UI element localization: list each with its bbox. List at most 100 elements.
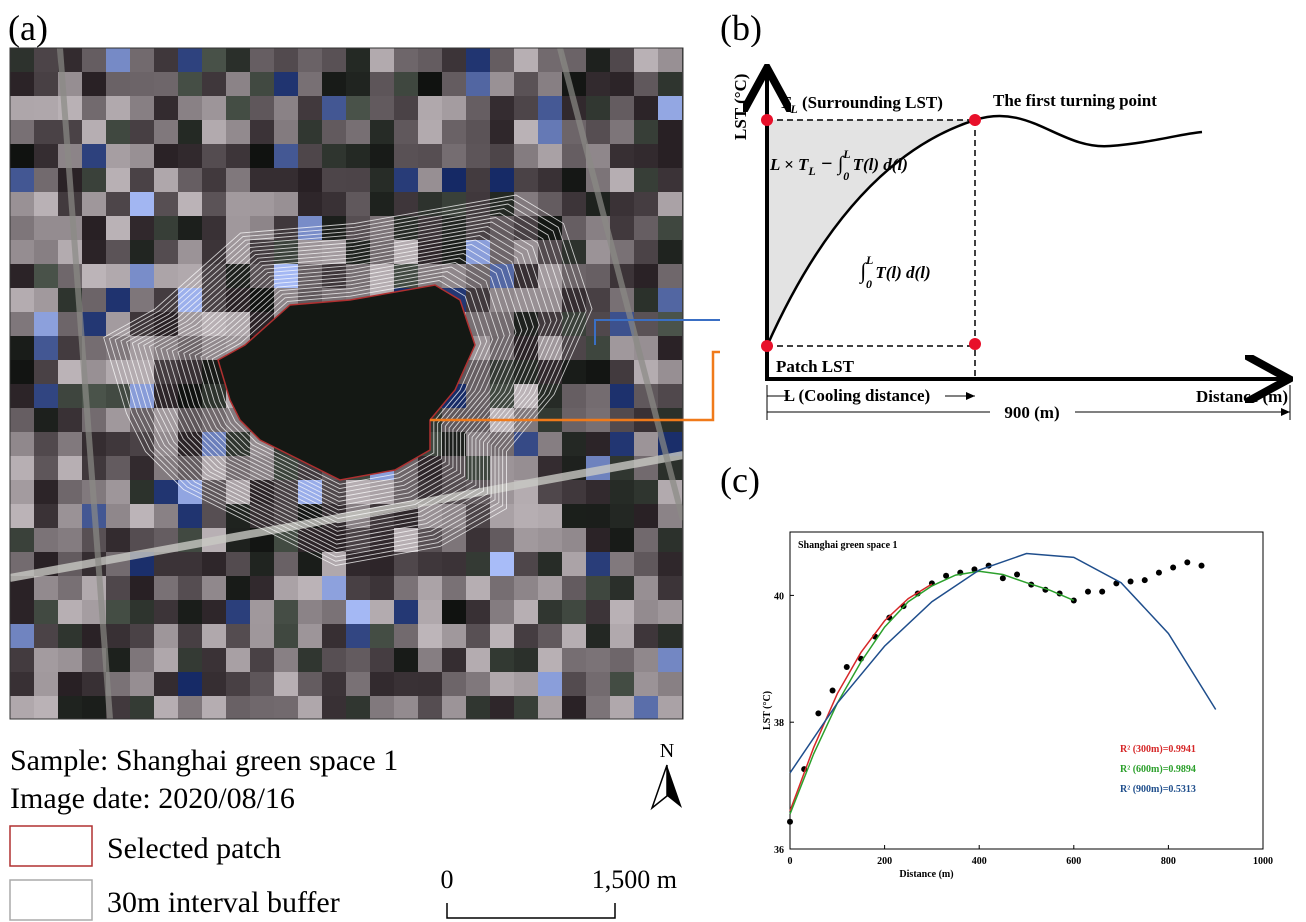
x-tick-label: 600 — [1066, 856, 1081, 867]
image-pixel — [490, 696, 514, 720]
image-pixel — [106, 360, 130, 384]
image-pixel — [178, 456, 202, 480]
image-pixel — [298, 624, 322, 648]
image-pixel — [586, 120, 610, 144]
image-pixel — [250, 624, 274, 648]
image-pixel — [658, 552, 682, 576]
image-pixel — [346, 648, 370, 672]
image-pixel — [586, 480, 610, 504]
image-pixel — [34, 480, 58, 504]
fit-line — [790, 554, 1216, 773]
image-pixel — [346, 576, 370, 600]
image-pixel — [106, 120, 130, 144]
fit-line — [790, 584, 932, 811]
image-pixel — [634, 600, 658, 624]
image-pixel — [658, 528, 682, 552]
image-pixel — [178, 696, 202, 720]
image-pixel — [634, 168, 658, 192]
image-pixel — [658, 168, 682, 192]
image-pixel — [298, 672, 322, 696]
data-point — [787, 819, 793, 825]
image-pixel — [58, 408, 82, 432]
image-pixel — [370, 72, 394, 96]
image-pixel — [130, 168, 154, 192]
image-pixel — [274, 696, 298, 720]
scale-label: 1,500 m — [592, 865, 677, 894]
image-pixel — [58, 480, 82, 504]
image-pixel — [394, 552, 418, 576]
image-pixel — [130, 48, 154, 72]
image-pixel — [10, 648, 34, 672]
image-pixel — [634, 264, 658, 288]
image-pixel — [370, 96, 394, 120]
image-pixel — [538, 144, 562, 168]
image-pixel — [34, 528, 58, 552]
image-pixel — [274, 96, 298, 120]
image-pixel — [514, 576, 538, 600]
image-pixel — [274, 576, 298, 600]
image-pixel — [610, 672, 634, 696]
image-pixel — [178, 144, 202, 168]
image-pixel — [82, 240, 106, 264]
image-pixel — [418, 696, 442, 720]
image-pixel — [106, 408, 130, 432]
image-pixel — [298, 96, 322, 120]
image-pixel — [226, 648, 250, 672]
image-pixel — [250, 216, 274, 240]
image-pixel — [490, 576, 514, 600]
image-pixel — [10, 408, 34, 432]
image-pixel — [130, 264, 154, 288]
data-point — [1142, 577, 1148, 583]
image-pixel — [514, 552, 538, 576]
image-pixel — [658, 264, 682, 288]
image-pixel — [514, 168, 538, 192]
image-pixel — [34, 168, 58, 192]
image-pixel — [586, 648, 610, 672]
image-pixel — [418, 144, 442, 168]
image-pixel — [466, 48, 490, 72]
image-pixel — [346, 144, 370, 168]
image-pixel — [322, 72, 346, 96]
image-pixel — [322, 144, 346, 168]
image-pixel — [322, 120, 346, 144]
image-pixel — [274, 192, 298, 216]
image-pixel — [202, 192, 226, 216]
data-point — [1099, 589, 1105, 595]
image-pixel — [346, 72, 370, 96]
image-pixel — [34, 672, 58, 696]
image-pixel — [466, 432, 490, 456]
data-point — [1085, 589, 1091, 595]
image-pixel — [154, 480, 178, 504]
image-pixel — [202, 48, 226, 72]
north-arrow — [652, 765, 667, 808]
image-pixel — [370, 144, 394, 168]
image-pixel — [10, 336, 34, 360]
image-pixel — [154, 72, 178, 96]
image-pixel — [490, 600, 514, 624]
image-pixel — [346, 696, 370, 720]
image-pixel — [442, 648, 466, 672]
image-pixel — [610, 144, 634, 168]
scale-bar — [447, 903, 615, 918]
image-pixel — [490, 144, 514, 168]
image-pixel — [634, 312, 658, 336]
image-pixel — [82, 312, 106, 336]
image-pixel — [34, 96, 58, 120]
image-pixel — [274, 672, 298, 696]
image-pixel — [130, 240, 154, 264]
image-pixel — [418, 624, 442, 648]
image-pixel — [538, 72, 562, 96]
image-pixel — [106, 480, 130, 504]
image-pixel — [466, 144, 490, 168]
image-pixel — [514, 72, 538, 96]
image-pixel — [562, 648, 586, 672]
image-pixel — [202, 696, 226, 720]
image-pixel — [394, 648, 418, 672]
image-pixel — [226, 120, 250, 144]
image-pixel — [226, 600, 250, 624]
data-point — [815, 710, 821, 716]
term: T(l) d(l) — [853, 155, 908, 174]
image-pixel — [10, 696, 34, 720]
image-pixel — [610, 576, 634, 600]
image-pixel — [658, 192, 682, 216]
